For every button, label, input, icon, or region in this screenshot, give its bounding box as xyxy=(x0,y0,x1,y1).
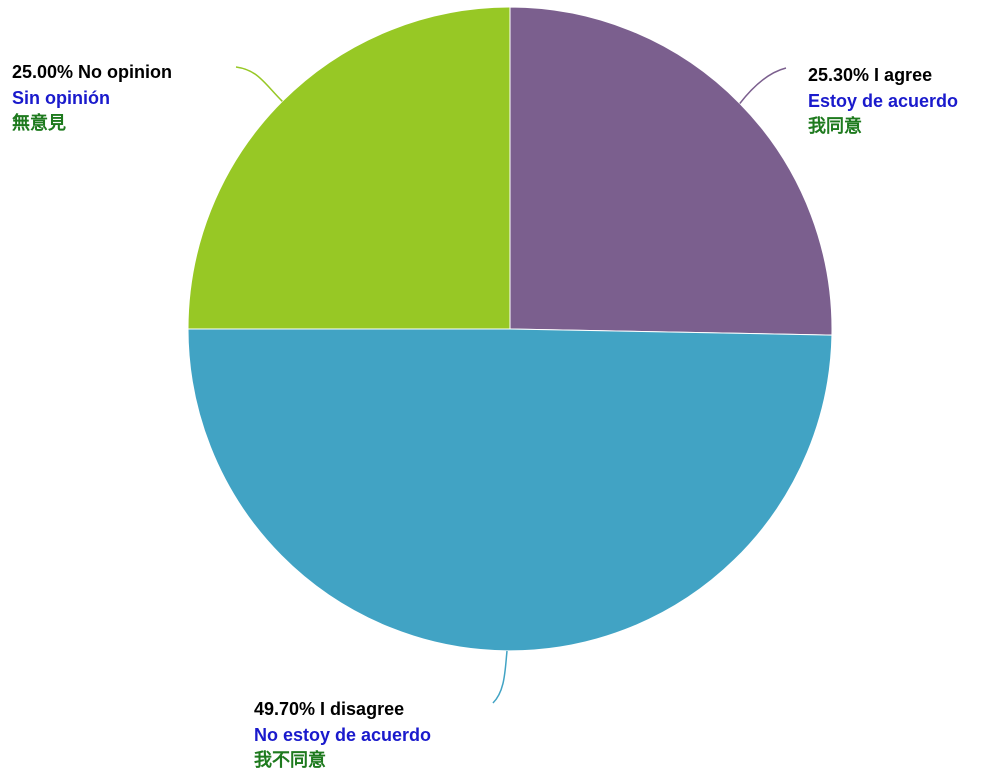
label-no-opinion-english: 25.00% No opinion xyxy=(12,62,173,82)
label-no-opinion-spanish: Sin opinión xyxy=(12,88,110,108)
label-disagree-chinese: 我不同意 xyxy=(254,750,326,771)
leader-line-no-opinion xyxy=(235,66,283,102)
pie-slice-no-opinion xyxy=(187,6,511,330)
label-agree-spanish: Estoy de acuerdo xyxy=(808,91,959,111)
slice-label-disagree: 49.70% I disagree No estoy de acuerdo 我不… xyxy=(254,696,431,774)
slice-label-agree: 25.30% I agree Estoy de acuerdo 我同意 xyxy=(808,62,958,140)
leader-line-agree xyxy=(739,67,787,104)
leader-line-disagree xyxy=(492,650,508,704)
label-agree-chinese: 我同意 xyxy=(808,116,862,137)
label-no-opinion-chinese: 無意見 xyxy=(12,113,66,134)
label-disagree-english: 49.70% I disagree xyxy=(254,699,405,719)
label-agree-english: 25.30% I agree xyxy=(808,65,933,85)
slice-label-no-opinion: 25.00% No opinion Sin opinión 無意見 xyxy=(12,59,172,137)
label-disagree-spanish: No estoy de acuerdo xyxy=(254,725,432,745)
pie-slice-agree xyxy=(509,6,833,336)
pie-slice-disagree xyxy=(187,328,833,652)
